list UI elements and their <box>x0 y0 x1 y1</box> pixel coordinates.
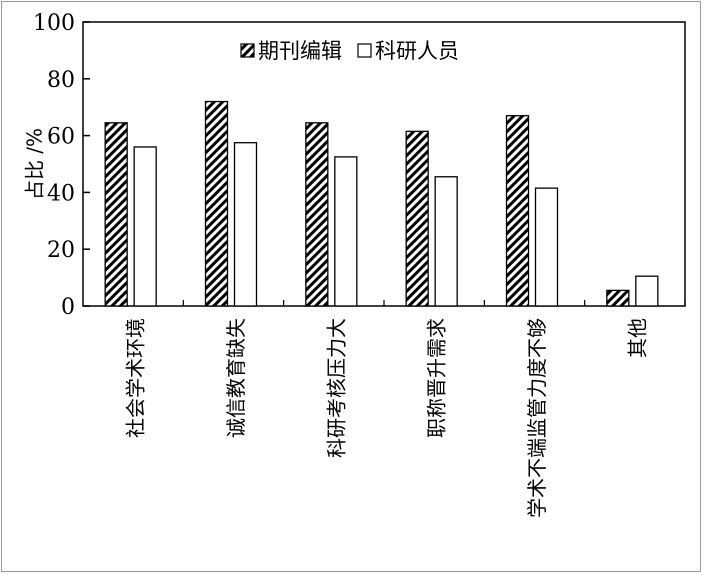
x-category-label: 诚信教育缺失 <box>224 318 248 438</box>
legend: 期刊编辑 科研人员 <box>240 39 459 63</box>
y-tick-label: 80 <box>47 68 75 93</box>
legend-swatch-researchers <box>357 43 372 58</box>
legend-label-editors: 期刊编辑 <box>258 39 342 63</box>
bar-editors <box>405 130 429 307</box>
x-category-label: 学术不端监管力度不够 <box>525 318 549 518</box>
bars-group <box>104 100 686 307</box>
bar-researchers <box>233 142 258 307</box>
y-tick-label: 60 <box>47 125 75 150</box>
legend-label-researchers: 科研人员 <box>375 39 459 63</box>
plot-area <box>82 21 686 307</box>
bar-researchers <box>534 187 559 307</box>
bar-editors <box>606 289 630 307</box>
y-tick-label: 0 <box>61 295 75 320</box>
x-category-label: 科研考核压力大 <box>324 318 348 458</box>
bar-editors <box>505 115 530 307</box>
bar-editors <box>305 122 329 307</box>
x-category-label: 其他 <box>625 318 649 358</box>
x-axis-labels: 社会学术环境 诚信教育缺失 科研考核压力大 职称晋升需求 学术不端监管力度不够 其他 <box>124 318 650 518</box>
bar-researchers <box>334 156 358 307</box>
bar-researchers <box>434 176 458 307</box>
y-axis-label: 占比 /% <box>23 128 47 200</box>
y-axis: 0 20 40 60 80 100 <box>33 11 90 320</box>
bar-editors <box>204 100 229 307</box>
bar-researchers <box>635 275 659 307</box>
x-category-label: 职称晋升需求 <box>425 318 449 438</box>
x-category-label: 社会学术环境 <box>124 318 148 438</box>
legend-swatch-editors <box>240 43 255 58</box>
bar-researchers <box>133 146 157 307</box>
y-tick-label: 20 <box>47 238 75 263</box>
y-tick-label: 40 <box>47 181 75 206</box>
bar-editors <box>104 122 128 307</box>
y-tick-label: 100 <box>33 11 75 36</box>
